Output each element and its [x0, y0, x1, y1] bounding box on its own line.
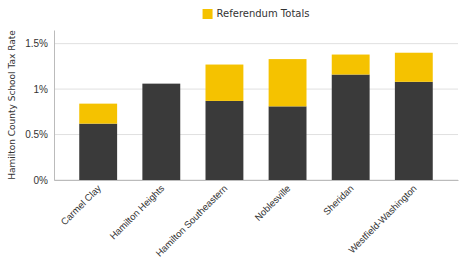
y-tick: 1.5%	[25, 38, 54, 49]
bar	[269, 59, 307, 106]
bar	[79, 104, 117, 124]
bar	[206, 101, 244, 180]
x-tick-label: Hamilton Southeastern	[153, 183, 229, 259]
bar	[206, 65, 244, 101]
x-tick: Hamilton Southeastern	[153, 180, 229, 259]
y-tick-label: 1.5%	[25, 38, 48, 49]
x-tick: Noblesville	[252, 180, 292, 223]
y-tick: 0%	[34, 175, 54, 186]
bar	[269, 106, 307, 180]
y-tick-label: 0.5%	[25, 129, 48, 140]
x-tick-label: Carmel Clay	[58, 182, 103, 227]
bar	[332, 55, 370, 75]
bar-series	[79, 53, 433, 124]
y-tick: 0.5%	[25, 129, 54, 140]
x-tick-label: Westfield-Washington	[346, 183, 419, 256]
bar	[142, 83, 180, 84]
bar	[395, 53, 433, 82]
y-tick: 1%	[34, 84, 54, 95]
x-axis-line	[55, 180, 459, 181]
bar	[332, 75, 370, 180]
bars	[79, 53, 433, 180]
legend-swatch	[203, 9, 213, 19]
x-tick-label: Sheridan	[321, 183, 356, 218]
bar	[142, 84, 180, 180]
x-tick-label: Noblesville	[252, 183, 292, 223]
grid-line	[54, 43, 458, 44]
legend-label: Referendum Totals	[217, 8, 310, 19]
x-axis: Carmel ClayHamilton HeightsHamilton Sout…	[55, 180, 459, 259]
legend-item: Referendum Totals	[203, 8, 310, 19]
bar	[395, 82, 433, 180]
x-tick: Carmel Clay	[58, 180, 103, 227]
bar-series	[79, 75, 433, 180]
chart: 0%0.5%1%1.5%Carmel ClayHamilton HeightsH…	[0, 0, 474, 266]
x-tick-label: Hamilton Heights	[107, 182, 166, 241]
bar	[79, 124, 117, 180]
legend: Referendum Totals	[203, 8, 310, 19]
y-tick-label: 0%	[34, 175, 49, 186]
y-tick-label: 1%	[34, 84, 49, 95]
y-axis-title: Hamilton County School Tax Rate	[7, 30, 17, 180]
grid	[54, 44, 458, 180]
x-tick: Hamilton Heights	[107, 180, 166, 241]
plot: 0% 0.5% 1% 1.5% Carmel ClayHamilton HeightsH…	[25, 31, 458, 259]
x-tick: Sheridan	[321, 180, 356, 217]
y-axis: 0% 0.5% 1% 1.5%	[25, 31, 54, 186]
x-tick: Westfield-Washington	[346, 180, 419, 255]
y-axis-line	[54, 31, 55, 181]
